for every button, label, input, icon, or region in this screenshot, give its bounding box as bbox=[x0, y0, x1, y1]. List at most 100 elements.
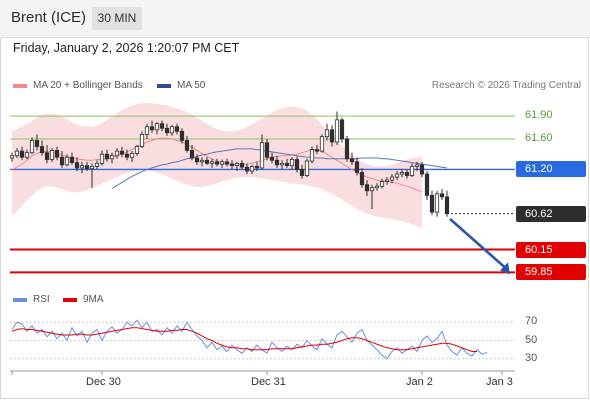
candle-up bbox=[384, 179, 390, 183]
candle-up bbox=[14, 150, 20, 157]
candle-down bbox=[34, 140, 40, 147]
candle-up bbox=[64, 156, 70, 166]
legend-rsi: RSI bbox=[13, 294, 50, 305]
x-tick-label: Dec 30 bbox=[86, 376, 121, 388]
candle-down bbox=[44, 152, 50, 160]
candle-down bbox=[74, 162, 80, 169]
candle-down bbox=[419, 164, 425, 175]
legend-9ma-label: 9MA bbox=[83, 294, 104, 305]
candle-down bbox=[174, 126, 180, 132]
x-tick-label: Dec 31 bbox=[251, 376, 286, 388]
candle-up bbox=[219, 161, 225, 165]
candle-down bbox=[244, 166, 250, 172]
candle-down bbox=[284, 162, 290, 167]
candle-down bbox=[59, 156, 65, 166]
legend-ma50-label: MA 50 bbox=[177, 80, 206, 91]
arrow-head-icon bbox=[500, 262, 510, 275]
timeframe-button[interactable]: 30 MIN bbox=[92, 7, 142, 30]
candle-up bbox=[249, 165, 255, 172]
candle-down bbox=[149, 126, 155, 131]
legend-9ma: 9MA bbox=[63, 294, 104, 305]
candle-up bbox=[289, 159, 295, 167]
candle-up bbox=[139, 133, 145, 147]
legend-rsi-label: RSI bbox=[33, 294, 50, 305]
candle-up bbox=[279, 162, 285, 166]
candle-down bbox=[69, 156, 75, 163]
legend-bb-label: MA 20 + Bollinger Bands bbox=[33, 80, 143, 91]
candle-up bbox=[309, 149, 315, 162]
candle-up bbox=[199, 159, 205, 163]
rsi-ma-line bbox=[11, 327, 477, 352]
candle-up bbox=[29, 140, 35, 154]
candle-down bbox=[189, 149, 195, 159]
candle-down bbox=[214, 161, 220, 165]
candle-down bbox=[184, 140, 190, 151]
candle-up bbox=[409, 165, 415, 176]
candle-down bbox=[359, 172, 365, 186]
candle-down bbox=[19, 150, 25, 158]
candle-down bbox=[264, 142, 270, 158]
candle-up bbox=[94, 162, 100, 167]
candle-up bbox=[379, 181, 385, 187]
candle-down bbox=[124, 153, 130, 158]
candle-down bbox=[254, 165, 260, 169]
rsi-tick-label: 30 bbox=[525, 351, 538, 364]
candle-down bbox=[344, 138, 350, 160]
level-60-15-tag: 60.15 bbox=[516, 241, 586, 258]
candle-up bbox=[394, 173, 400, 178]
candle-down bbox=[354, 161, 360, 173]
candle-down bbox=[444, 196, 450, 215]
candle-up bbox=[369, 187, 375, 192]
candle-down bbox=[329, 129, 335, 143]
x-tick-label: Jan 3 bbox=[486, 376, 513, 388]
legend-ma50: MA 50 bbox=[157, 80, 205, 91]
level-61-20-tag: 61.20 bbox=[516, 161, 586, 178]
bb-swatch-icon bbox=[13, 83, 27, 88]
rsi-swatch-icon bbox=[13, 297, 27, 302]
candle-up bbox=[144, 126, 150, 135]
level-60-62-tag: 60.62 bbox=[516, 205, 586, 222]
level-61-60-label: 61.60 bbox=[525, 131, 553, 144]
candle-down bbox=[339, 119, 345, 140]
candle-up bbox=[304, 160, 310, 176]
candle-down bbox=[204, 159, 210, 164]
candle-down bbox=[274, 159, 280, 166]
candle-up bbox=[234, 162, 240, 167]
candle-down bbox=[119, 150, 125, 155]
candle-up bbox=[24, 152, 30, 158]
candle-down bbox=[439, 193, 445, 198]
level-59-85-tag: 59.85 bbox=[516, 264, 586, 281]
candle-down bbox=[364, 184, 370, 192]
candle-down bbox=[39, 146, 45, 154]
candle-down bbox=[164, 127, 170, 134]
candle-up bbox=[259, 142, 265, 169]
candle-down bbox=[239, 162, 245, 168]
candle-down bbox=[194, 157, 200, 163]
candle-up bbox=[79, 165, 85, 169]
candle-down bbox=[179, 130, 185, 141]
candle-up bbox=[49, 149, 55, 160]
candle-up bbox=[209, 161, 215, 164]
rsi-tick-label: 50 bbox=[525, 333, 538, 346]
rsi-tick-label: 70 bbox=[525, 315, 538, 328]
candle-down bbox=[314, 149, 320, 152]
candle-up bbox=[434, 193, 440, 213]
candle-up bbox=[414, 164, 420, 167]
candle-up bbox=[109, 155, 115, 160]
ma50-swatch-icon bbox=[157, 83, 171, 88]
candle-up bbox=[9, 155, 15, 159]
candle-down bbox=[349, 158, 355, 163]
candle-up bbox=[169, 126, 175, 134]
candle-down bbox=[229, 163, 235, 167]
rsi-line bbox=[11, 319, 488, 360]
candle-down bbox=[429, 194, 435, 213]
rsi-ma-swatch-icon bbox=[63, 297, 77, 302]
instrument-title: Brent (ICE) bbox=[11, 9, 87, 26]
candle-up bbox=[324, 129, 330, 138]
copyright-text: Research © 2026 Trading Central bbox=[431, 80, 581, 91]
candle-down bbox=[159, 123, 165, 129]
candle-up bbox=[374, 185, 380, 189]
candle-down bbox=[84, 165, 90, 170]
candle-up bbox=[99, 153, 105, 164]
